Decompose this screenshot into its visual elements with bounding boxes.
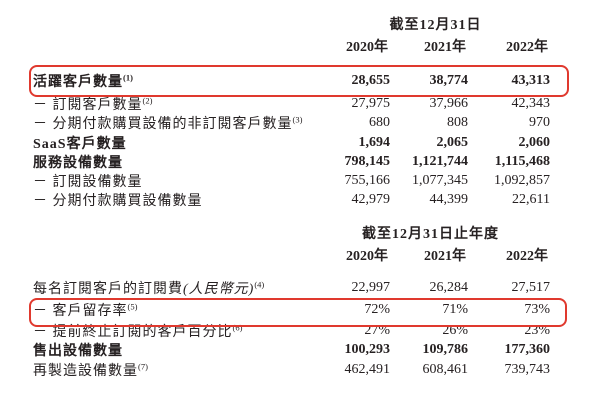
metric-value: 73% [524,301,550,317]
metric-value: 1,121,744 [412,153,468,169]
metric-value: 28,655 [351,72,391,88]
table-row: － 訂閱客戶數量(2) 27,975 37,966 42,343 [33,94,550,113]
footnote-reference: (5) [127,300,138,311]
metric-value: 23% [524,323,550,338]
metric-value: 37,966 [429,96,469,111]
metric-value: 1,092,857 [494,173,550,189]
table1-year-row: 2020年 2021年 2022年 [333,36,548,56]
table1-year-2020: 2020年 [346,40,388,55]
table-row-highlighted: － 客戶留存率(5) 72% 71% 73% [33,298,550,321]
table2-year-2020: 2020年 [346,249,388,264]
footnote-reference: (7) [138,360,148,371]
metric-value: 1,077,345 [412,173,468,189]
table-row: － 分期付款購買設備數量 42,979 44,399 22,611 [33,190,550,209]
table2-year-row: 2020年 2021年 2022年 [333,245,548,265]
metric-value: 43,313 [511,72,551,88]
row-label: SaaS客戶數量 [33,136,127,152]
metric-value: 177,360 [504,342,551,358]
metric-value: 22,997 [351,280,391,295]
metric-value: 38,774 [429,72,469,88]
row-label: － 分期付款購買設備數量 [33,194,203,210]
row-label: 每名訂閱客戶的訂閱費(人民幣元)(4) [33,279,265,297]
metric-value: 1,694 [358,134,391,150]
table1-year-2022: 2022年 [506,40,548,55]
table-row: 售出設備數量 100,293 109,786 177,360 [33,340,550,359]
table-row: SaaS客戶數量 1,694 2,065 2,060 [33,133,550,152]
row-label-parenthetical: (人民幣元) [183,282,255,297]
metric-value: 44,399 [429,192,469,208]
metric-value: 608,461 [422,361,469,377]
table-row: 服務設備數量 798,145 1,121,744 1,115,468 [33,152,550,171]
metric-value: 27,517 [511,280,551,295]
metric-value: 808 [447,115,468,131]
metric-value: 100,293 [344,342,391,358]
metric-value: 739,743 [504,361,551,377]
metric-value: 1,115,468 [494,153,550,169]
metric-value: 27% [364,323,390,338]
footnote-reference: (4) [254,279,265,290]
row-label: 活躍客戶數量(1) [33,71,133,90]
row-label: 服務設備數量 [33,155,123,171]
metric-value: 72% [364,301,390,317]
row-label: 再製造設備數量(7) [33,360,148,379]
metric-value: 970 [529,115,550,131]
table-row: － 分期付款購買設備的非訂閱客戶數量(3) 680 808 970 [33,113,550,133]
footnote-reference: (1) [123,71,133,82]
metric-value: 109,786 [422,342,469,358]
table2-year-2021: 2021年 [424,249,466,264]
row-label: － 客戶留存率(5) [33,300,138,319]
row-label: 售出設備數量 [33,344,123,360]
row-label: － 提前終止訂閱的客戶百分比(6) [33,322,243,340]
table1-period-header: 截至12月31日 [389,18,482,33]
row-label: － 分期付款購買設備的非訂閱客戶數量(3) [33,114,303,133]
table-row: － 提前終止訂閱的客戶百分比(6) 27% 26% 23% [33,321,550,340]
metric-value: 2,060 [518,134,551,150]
metric-value: 71% [442,301,468,317]
metric-value: 26% [442,323,468,338]
table-row: 每名訂閱客戶的訂閱費(人民幣元)(4) 22,997 26,284 27,517 [33,278,550,298]
metric-value: 42,343 [511,96,551,111]
metric-value: 462,491 [344,361,391,377]
footnote-reference: (6) [232,322,243,333]
metric-value: 22,611 [512,192,550,208]
table2-subscription-metrics-rows: 每名訂閱客戶的訂閱費(人民幣元)(4) 22,997 26,284 27,517 － 客… [33,278,550,379]
metric-value: 27,975 [351,96,391,111]
table-row: － 訂閱設備數量 755,166 1,077,345 1,092,857 [33,171,550,190]
metric-value: 680 [369,115,390,131]
table1-year-2021: 2021年 [424,40,466,55]
row-label: － 訂閱設備數量 [33,175,143,191]
metric-value: 798,145 [344,153,391,169]
table-row: 再製造設備數量(7) 462,491 608,461 739,743 [33,360,550,379]
metric-value: 42,979 [351,192,391,208]
table1-customer-metrics-rows: 活躍客戶數量(1) 28,655 38,774 43,313 － 訂閱客戶數量(2) 27… [33,67,550,210]
footnote-reference: (2) [142,95,153,106]
table2-period-header: 截至12月31日止年度 [362,227,499,242]
footnote-reference: (3) [292,114,303,125]
table2-year-2022: 2022年 [506,249,548,264]
metric-value: 2,065 [436,134,469,150]
metric-value: 755,166 [344,173,391,189]
metric-value: 26,284 [429,280,469,295]
row-label: － 訂閱客戶數量(2) [33,95,153,113]
table-row-highlighted: 活躍客戶數量(1) 28,655 38,774 43,313 [33,67,550,94]
